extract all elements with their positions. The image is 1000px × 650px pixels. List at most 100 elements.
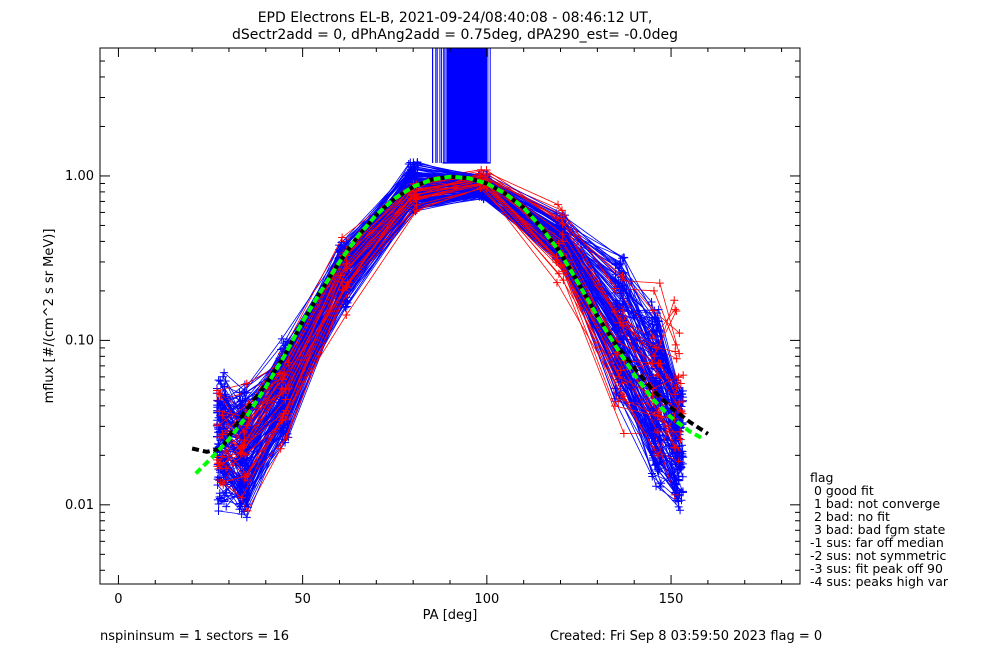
blue-series-point	[678, 472, 687, 481]
blue-series-point	[654, 467, 663, 476]
red-series-point	[558, 219, 567, 228]
red-series-point	[342, 282, 351, 291]
red-series-curve	[216, 184, 676, 461]
red-series-point	[282, 433, 291, 442]
red-series-point	[672, 354, 681, 363]
blue-series-point	[475, 189, 484, 198]
flag-legend-item: 2 bad: no fit	[810, 509, 890, 524]
blue-series-point	[219, 372, 228, 381]
red-series-curve	[225, 181, 675, 476]
red-series-point	[481, 171, 490, 180]
red-series-point	[648, 359, 657, 368]
blue-series-point	[218, 496, 227, 505]
red-series-point	[676, 427, 685, 436]
flag-legend: flag 0 good fit 1 bad: not converge 2 ba…	[810, 470, 949, 589]
blue-series-point	[341, 303, 350, 312]
red-series-point	[280, 370, 289, 379]
red-series-point	[656, 359, 665, 368]
blue-series-point	[236, 404, 245, 413]
blue-series-point	[649, 406, 658, 415]
blue-series-point	[647, 298, 656, 307]
red-series-point	[240, 436, 249, 445]
blue-series-point	[652, 416, 661, 425]
red-series-point	[236, 448, 245, 457]
blue-series-point	[614, 279, 623, 288]
red-series-curve	[220, 187, 681, 483]
blue-series-point	[242, 388, 251, 397]
blue-series-point	[235, 455, 244, 464]
blue-series-point	[213, 495, 222, 504]
blue-series-point	[215, 473, 224, 482]
blue-series-point	[214, 507, 223, 516]
flag-legend-item: -1 sus: far off median	[810, 535, 944, 550]
red-series-curve	[218, 175, 677, 433]
red-series-point	[652, 343, 661, 352]
blue-series-point	[560, 231, 569, 240]
red-series-point	[554, 200, 563, 209]
red-series-point	[671, 305, 680, 314]
fit-curves-layer	[191, 174, 709, 475]
blue-series-point	[611, 296, 620, 305]
red-series-point	[654, 408, 663, 417]
red-series-point	[610, 307, 619, 316]
red-series-point	[653, 428, 662, 437]
red-series-point	[653, 451, 662, 460]
red-series-curve	[217, 178, 677, 427]
blue-series-point	[242, 513, 251, 522]
flag-legend-item: -3 sus: fit peak off 90	[810, 561, 943, 576]
red-series-point	[559, 276, 568, 285]
blue-series-point	[613, 302, 622, 311]
blue-series-point	[678, 459, 687, 468]
red-series-point	[215, 464, 224, 473]
blue-series-point	[220, 368, 229, 377]
off-scale-spike-band	[446, 48, 487, 163]
blue-series-point	[651, 437, 660, 446]
red-series-point	[649, 306, 658, 315]
red-series-point	[649, 286, 658, 295]
red-series-point	[554, 269, 563, 278]
blue-series-point	[222, 502, 231, 511]
red-series-point	[242, 421, 251, 430]
blue-series-curve	[219, 179, 681, 442]
red-series-point	[676, 379, 685, 388]
blue-series-point	[670, 480, 679, 489]
blue-series-point	[342, 274, 351, 283]
red-series-point	[676, 435, 685, 444]
blue-series-point	[677, 496, 686, 505]
red-series-point	[217, 452, 226, 461]
chart-title-line1: EPD Electrons EL-B, 2021-09-24/08:40:08 …	[258, 10, 653, 26]
blue-series-point	[678, 487, 687, 496]
black-fit-curve	[191, 174, 709, 454]
red-series-curve	[225, 183, 676, 469]
red-series-curve	[219, 181, 675, 469]
blue-series-point	[674, 502, 683, 511]
red-series-point	[278, 375, 287, 384]
red-series-point	[412, 201, 421, 210]
red-series-point	[675, 398, 684, 407]
blue-series-curve	[223, 172, 681, 394]
red-series-point	[672, 306, 681, 315]
blue-series-point	[620, 253, 629, 262]
blue-series-point	[277, 334, 286, 343]
blue-series-curve	[219, 191, 676, 519]
axes-layer: 0 50 100 150 0.01 0.10 1.00	[65, 47, 800, 607]
chart-title-line2: dSectr2add = 0, dPhAng2add = 0.75deg, dP…	[232, 27, 678, 43]
red-series-point	[218, 411, 227, 420]
blue-series-point	[221, 394, 230, 403]
blue-series-point	[678, 449, 687, 458]
red-series-point	[281, 395, 290, 404]
blue-series-point	[618, 254, 627, 263]
blue-series-point	[655, 317, 664, 326]
red-series-point	[237, 493, 246, 502]
red-series-point	[276, 444, 285, 453]
blue-series-point	[406, 158, 415, 167]
red-series-point	[338, 233, 347, 242]
red-series-point	[610, 402, 619, 411]
blue-series-curve	[226, 190, 676, 494]
red-series-point	[237, 449, 246, 458]
footer-right-info: Created: Fri Sep 8 03:59:50 2023 flag = …	[550, 629, 822, 644]
red-series-point	[238, 443, 247, 452]
x-tick-label: 100	[474, 592, 499, 607]
red-series-point	[557, 260, 566, 269]
red-series-curve	[222, 186, 680, 499]
